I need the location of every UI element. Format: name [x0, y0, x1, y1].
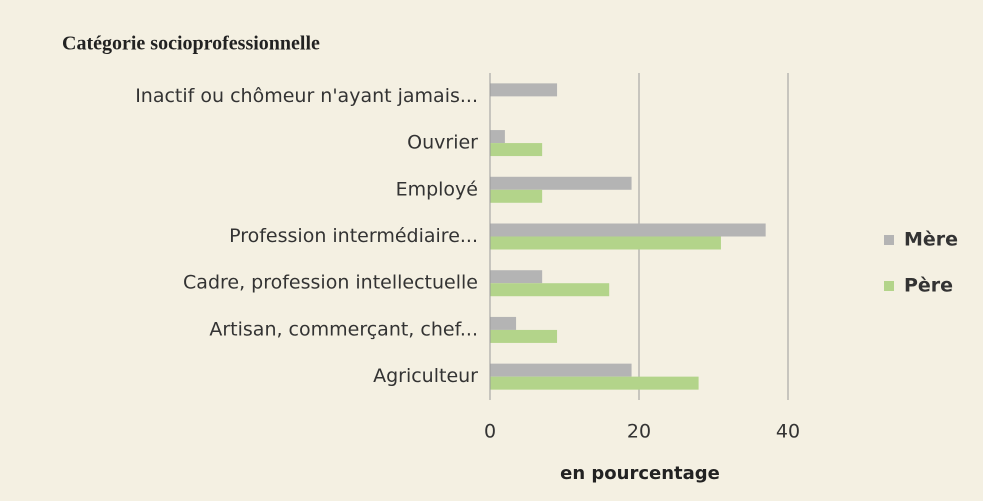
- x-tick-label: 0: [484, 421, 496, 443]
- x-tick-label: 40: [776, 421, 800, 443]
- legend-swatch: [884, 281, 894, 291]
- bar: [490, 270, 543, 284]
- bar: [490, 236, 721, 250]
- x-axis-title: en pourcentage: [560, 463, 720, 484]
- bar: [490, 176, 632, 190]
- bar: [490, 130, 505, 144]
- bar: [490, 363, 632, 377]
- bar: [490, 83, 558, 97]
- bar: [490, 329, 558, 343]
- bar: [490, 189, 543, 203]
- y-tick-label: Cadre, profession intellectuelle: [183, 272, 478, 294]
- bar: [490, 376, 699, 390]
- legend-swatch: [884, 235, 894, 245]
- bar: [490, 143, 543, 157]
- bar: [490, 283, 610, 297]
- y-tick-label: Ouvrier: [407, 132, 478, 154]
- y-tick-label: Inactif ou chômeur n'ayant jamais...: [135, 85, 478, 107]
- x-tick-label: 20: [627, 421, 651, 443]
- y-tick-label: Employé: [396, 178, 478, 200]
- y-tick-label: Agriculteur: [373, 365, 478, 387]
- bar: [490, 316, 517, 330]
- chart-title: Catégorie socioprofessionnelle: [62, 33, 320, 55]
- legend-label: Père: [904, 275, 953, 297]
- legend-label: Mère: [904, 229, 958, 251]
- y-tick-label: Artisan, commerçant, chef...: [209, 318, 478, 340]
- bar: [490, 223, 766, 237]
- y-tick-label: Profession intermédiaire...: [229, 225, 478, 247]
